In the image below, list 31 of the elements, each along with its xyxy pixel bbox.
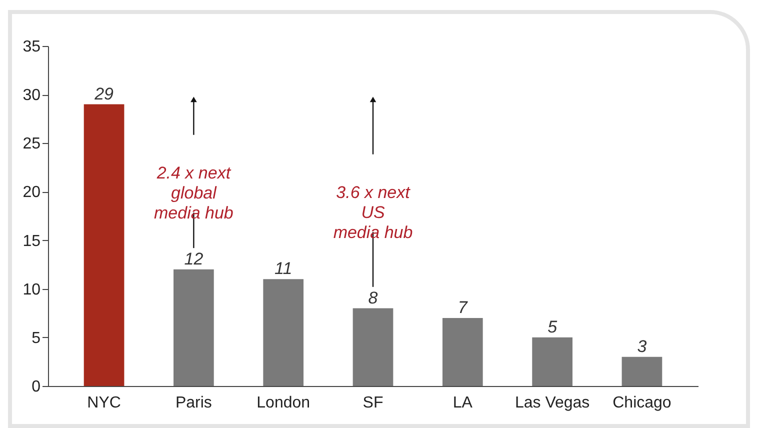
y-tick-label: 15 bbox=[22, 232, 41, 250]
x-tick-label: NYC bbox=[87, 394, 121, 412]
annotation: 3.6 x next US media hub bbox=[333, 183, 413, 242]
data-label: 12 bbox=[184, 249, 204, 268]
data-label: 3 bbox=[637, 336, 648, 356]
bar bbox=[622, 356, 662, 386]
y-tick-label: 35 bbox=[22, 38, 41, 56]
data-label: 29 bbox=[94, 84, 114, 104]
x-tick-label: LA bbox=[452, 394, 473, 412]
bar bbox=[263, 279, 304, 386]
x-tick-label: London bbox=[256, 394, 310, 412]
data-label: 5 bbox=[548, 317, 558, 336]
bar bbox=[352, 308, 394, 386]
y-tick-label: 25 bbox=[22, 136, 41, 153]
x-tick-label: Paris bbox=[175, 394, 212, 412]
annotation: 2.4 x next global media hub bbox=[154, 164, 234, 223]
y-tick-label: 30 bbox=[22, 87, 41, 104]
bar bbox=[84, 104, 124, 386]
y-tick-label: 0 bbox=[32, 378, 41, 396]
bar bbox=[532, 337, 572, 386]
x-tick-label: SF bbox=[362, 394, 384, 412]
data-label: 11 bbox=[274, 259, 292, 278]
bar bbox=[174, 269, 214, 386]
y-tick-label: 10 bbox=[22, 281, 41, 298]
x-tick-label: Las Vegas bbox=[514, 394, 590, 412]
x-tick-label: Chicago bbox=[612, 394, 672, 412]
bar bbox=[442, 318, 483, 386]
y-tick-label: 20 bbox=[22, 184, 41, 202]
data-label: 7 bbox=[458, 298, 468, 317]
y-tick-label: 5 bbox=[32, 330, 41, 347]
data-label: 8 bbox=[368, 288, 378, 308]
